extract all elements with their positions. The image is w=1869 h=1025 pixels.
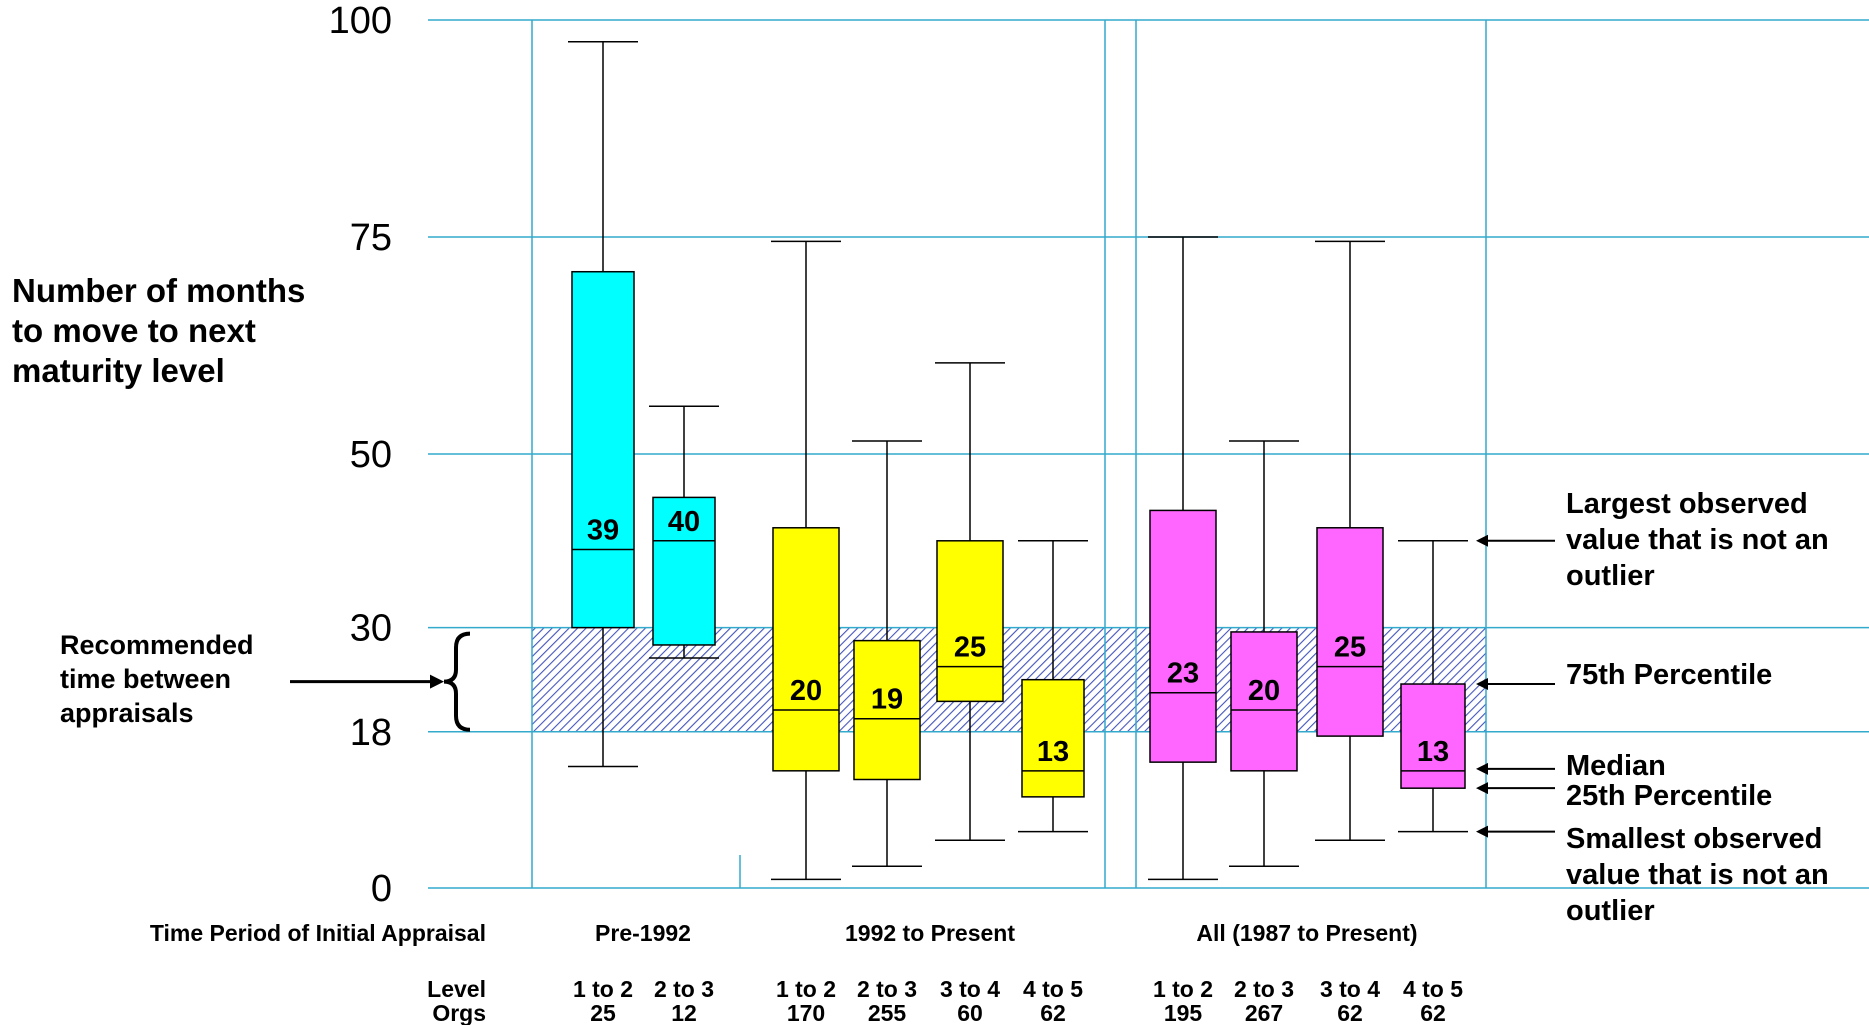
group-name-2: 1992 to Present [845, 920, 1015, 946]
level-label-g2-b1: 1 to 2 [776, 976, 836, 1002]
median-label-g2-b4: 13 [1037, 736, 1069, 768]
p75-arrow-head [1476, 678, 1488, 691]
box-g2-b2 [853, 639, 921, 781]
level-label-g1-b2: 2 to 3 [654, 976, 714, 1002]
y-tick-label-50: 50 [350, 434, 392, 476]
y-axis-label-line-1: Number of months [12, 272, 305, 309]
orgs-row-title: Orgs [432, 1000, 486, 1025]
level-label-g2-b4: 4 to 5 [1023, 976, 1083, 1002]
y-axis-label-line-2: to move to next [12, 312, 256, 349]
recommended-bracket [443, 631, 471, 732]
median-label-g2-b1: 20 [790, 675, 822, 707]
level-label-g1-b1: 1 to 2 [573, 976, 633, 1002]
median-label-g2-b2: 19 [871, 684, 903, 716]
recommended-label-line-2: time between [60, 664, 231, 694]
median-label-g3-b3: 25 [1334, 632, 1366, 664]
median-label-g1-b2: 40 [668, 506, 700, 538]
level-label-g2-b2: 2 to 3 [857, 976, 917, 1002]
legend-median: Median [1566, 750, 1666, 782]
legend-smallest-line-3: outlier [1566, 895, 1655, 927]
recommended-label-line-1: Recommended [60, 630, 254, 660]
y-tick-label-100: 100 [329, 0, 392, 42]
orgs-label-g1-b2: 12 [671, 1000, 697, 1025]
level-label-g3-b1: 1 to 2 [1153, 976, 1213, 1002]
orgs-label-g3-b2: 267 [1245, 1000, 1283, 1025]
orgs-label-g2-b2: 255 [868, 1000, 907, 1025]
legend-smallest-line-2: value that is not an [1566, 859, 1829, 891]
orgs-label-g1-b1: 25 [590, 1000, 616, 1025]
box-g2-b1 [772, 527, 840, 772]
level-label-g3-b3: 3 to 4 [1320, 976, 1380, 1002]
legend-largest-line-1: Largest observed [1566, 488, 1808, 520]
median-label-g3-b4: 13 [1417, 736, 1449, 768]
box-g1-b2 [652, 496, 716, 646]
group-name-3: All (1987 to Present) [1196, 920, 1417, 946]
level-label-g2-b3: 3 to 4 [940, 976, 1000, 1002]
group-name-1: Pre-1992 [595, 920, 691, 946]
y-axis-label-line-3: maturity level [12, 352, 225, 389]
box-g3-b1 [1149, 509, 1217, 763]
orgs-label-g3-b1: 195 [1164, 1000, 1203, 1025]
median-label-g2-b3: 25 [954, 632, 986, 664]
median-label-g1-b1: 39 [587, 514, 619, 546]
box-g1-b1 [571, 270, 635, 629]
legend-p25: 25th Percentile [1566, 780, 1772, 812]
y-tick-label-30: 30 [350, 608, 392, 650]
y-tick-label-75: 75 [350, 217, 392, 259]
orgs-label-g3-b3: 62 [1337, 1000, 1363, 1025]
y-tick-label-18: 18 [350, 712, 392, 754]
orgs-label-g2-b4: 62 [1040, 1000, 1066, 1025]
recommended-label-line-3: appraisals [60, 698, 194, 728]
legend-largest-line-3: outlier [1566, 560, 1655, 592]
orgs-label-g2-b1: 170 [787, 1000, 825, 1025]
box-g3-b2 [1230, 631, 1298, 772]
box-g2-b4 [1021, 678, 1085, 798]
largest-arrow-head [1476, 534, 1488, 547]
smallest-arrow-head [1476, 825, 1488, 838]
orgs-label-g3-b4: 62 [1420, 1000, 1446, 1025]
recommended-arrow-head [430, 674, 444, 689]
box-g2-b3 [936, 540, 1004, 703]
level-label-g3-b4: 4 to 5 [1403, 976, 1463, 1002]
level-row-title: Level [427, 976, 486, 1002]
legend-largest-line-2: value that is not an [1566, 524, 1829, 556]
legend-p75: 75th Percentile [1566, 659, 1772, 691]
level-label-g3-b2: 2 to 3 [1234, 976, 1294, 1002]
median-label-g3-b2: 20 [1248, 675, 1280, 707]
legend-smallest-line-1: Smallest observed [1566, 823, 1822, 855]
y-tick-label-0: 0 [371, 868, 392, 910]
p25-arrow-head [1476, 782, 1488, 795]
median-label-g3-b1: 23 [1167, 658, 1199, 690]
orgs-label-g2-b3: 60 [957, 1000, 983, 1025]
box-g3-b3 [1316, 527, 1384, 737]
time-period-title: Time Period of Initial Appraisal [150, 920, 486, 946]
median-arrow-head [1476, 762, 1488, 775]
